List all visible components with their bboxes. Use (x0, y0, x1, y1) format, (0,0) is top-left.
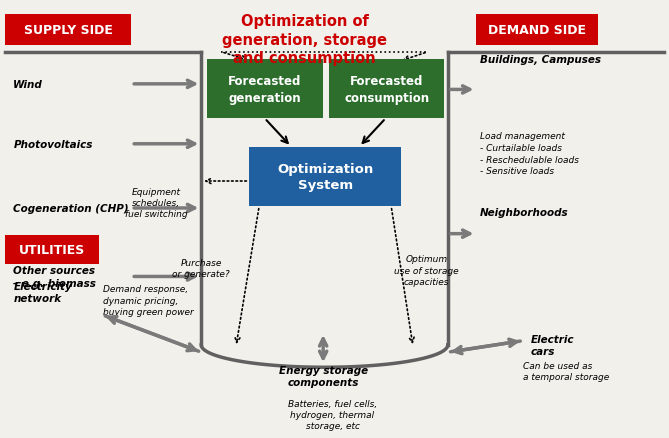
FancyBboxPatch shape (5, 235, 99, 264)
Text: Photovoltaics: Photovoltaics (13, 139, 93, 149)
Text: Batteries, fuel cells,
hydrogen, thermal
storage, etc: Batteries, fuel cells, hydrogen, thermal… (288, 399, 377, 431)
Text: Electricity
network: Electricity network (13, 281, 72, 304)
FancyBboxPatch shape (250, 148, 401, 206)
Text: DEMAND SIDE: DEMAND SIDE (488, 24, 585, 37)
Text: Forecasted
consumption: Forecasted consumption (345, 75, 429, 104)
Text: UTILITIES: UTILITIES (19, 243, 85, 256)
Text: Can be used as
a temporal storage: Can be used as a temporal storage (523, 361, 609, 381)
Text: Optimization of
generation, storage
and consumption: Optimization of generation, storage and … (222, 14, 387, 66)
Text: Equipment
schedules,
fuel switching: Equipment schedules, fuel switching (124, 187, 187, 219)
FancyBboxPatch shape (5, 15, 131, 46)
FancyBboxPatch shape (329, 60, 444, 119)
Text: Other sources
– e.g. biomass: Other sources – e.g. biomass (13, 266, 96, 288)
Text: SUPPLY SIDE: SUPPLY SIDE (23, 24, 112, 37)
FancyBboxPatch shape (207, 60, 322, 119)
Text: Forecasted
generation: Forecasted generation (228, 75, 301, 104)
Text: Purchase
or generate?: Purchase or generate? (173, 258, 230, 279)
Text: Optimization
System: Optimization System (277, 162, 373, 191)
Text: Buildings, Campuses: Buildings, Campuses (480, 55, 601, 65)
Text: Wind: Wind (13, 80, 43, 90)
Text: Neighborhoods: Neighborhoods (480, 208, 569, 218)
Text: Demand response,
dynamic pricing,
buying green power: Demand response, dynamic pricing, buying… (102, 284, 193, 317)
Text: Cogeneration (CHP): Cogeneration (CHP) (13, 204, 129, 213)
Text: Optimum
use of storage
capacities: Optimum use of storage capacities (394, 254, 459, 286)
Text: Electric
cars: Electric cars (531, 335, 575, 356)
FancyBboxPatch shape (476, 15, 597, 46)
Text: Load management
- Curtailable loads
- Reschedulable loads
- Sensitive loads: Load management - Curtailable loads - Re… (480, 132, 579, 176)
Text: Energy storage
components: Energy storage components (278, 365, 368, 388)
